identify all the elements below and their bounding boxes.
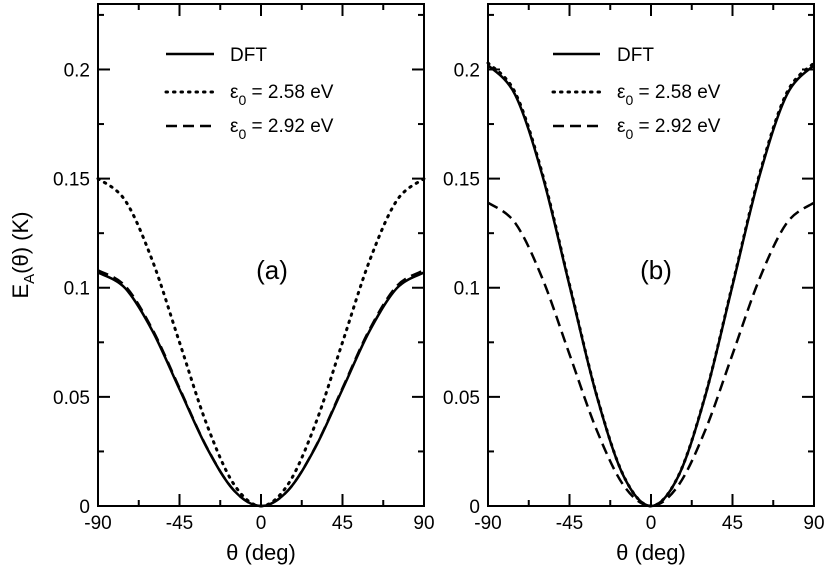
panel-a-y-tick-label: 0.05 [53, 388, 90, 409]
panel-b-label: (b) [640, 255, 672, 285]
legend-eps2-label: ε0 = 2.92 eV [617, 116, 721, 142]
legend-eps1-label: ε0 = 2.58 eV [230, 82, 334, 108]
panel-a-series-solid [97, 271, 425, 508]
panel-b-x-tick-label: -90 [474, 513, 501, 534]
panel-b-y-tick-label: 0.2 [454, 60, 480, 81]
panel-b-series-dashed [487, 201, 815, 508]
legend-eps1-label: ε0 = 2.58 eV [617, 82, 721, 108]
panel-a-y-tick-label: 0.1 [64, 279, 90, 300]
panel-a-legend: DFT ε0 = 2.58 eV ε0 = 2.92 eV [164, 45, 334, 142]
panel-b-ticks [487, 4, 815, 507]
panel-a-y-tick-label: 0 [79, 497, 90, 518]
panel-b-y-tick-label: 0 [469, 497, 480, 518]
panel-a-x-tick-label: 45 [332, 513, 353, 534]
panel-a-y-tick-label: 0.2 [64, 60, 90, 81]
panel-b-y-tick-label: 0.05 [443, 388, 480, 409]
legend-dft-label: DFT [230, 45, 267, 66]
panel-a-ticks [97, 4, 425, 507]
panel-a-label: (a) [256, 255, 288, 285]
panel-b-legend: DFT ε0 = 2.58 eV ε0 = 2.92 eV [551, 45, 721, 142]
panel-a-x-tick-label: 90 [413, 513, 434, 534]
panel-b: -90 -45 0 45 90 0 0.05 0.1 0.15 0.2 (b) θ (deg) D… [443, 3, 825, 565]
panel-b-x-axis-title: θ (deg) [616, 540, 686, 565]
panel-a-series-dashed [97, 269, 425, 508]
legend-dft-label: DFT [617, 45, 654, 66]
panel-a-y-tick-label: 0.15 [53, 170, 90, 191]
panel-b-x-tick-label: 45 [722, 513, 743, 534]
panel-a-x-tick-label: -45 [166, 513, 193, 534]
panel-a-series-dotted [96, 177, 426, 508]
panel-a: -90 -45 0 45 90 0 0.05 0.1 0.15 0.2 (a) θ (deg) D… [8, 3, 435, 565]
panel-b-tick-labels: -90 -45 0 45 90 0 0.05 0.1 0.15 0.2 [443, 60, 825, 534]
panel-a-series [96, 177, 426, 508]
panel-b-y-tick-label: 0.1 [454, 279, 480, 300]
panel-a-x-tick-label: -90 [84, 513, 111, 534]
y-axis-title: EA(θ) (K) [8, 211, 38, 298]
panel-a-x-axis-title: θ (deg) [226, 540, 296, 565]
panel-b-x-tick-label: 0 [646, 513, 657, 534]
panel-a-tick-labels: -90 -45 0 45 90 0 0.05 0.1 0.15 0.2 [53, 60, 435, 534]
panel-b-x-tick-label: -45 [556, 513, 583, 534]
panel-a-x-tick-label: 0 [256, 513, 267, 534]
panel-b-x-tick-label: 90 [803, 513, 824, 534]
panel-b-y-tick-label: 0.15 [443, 170, 480, 191]
legend-eps2-label: ε0 = 2.92 eV [230, 116, 334, 142]
